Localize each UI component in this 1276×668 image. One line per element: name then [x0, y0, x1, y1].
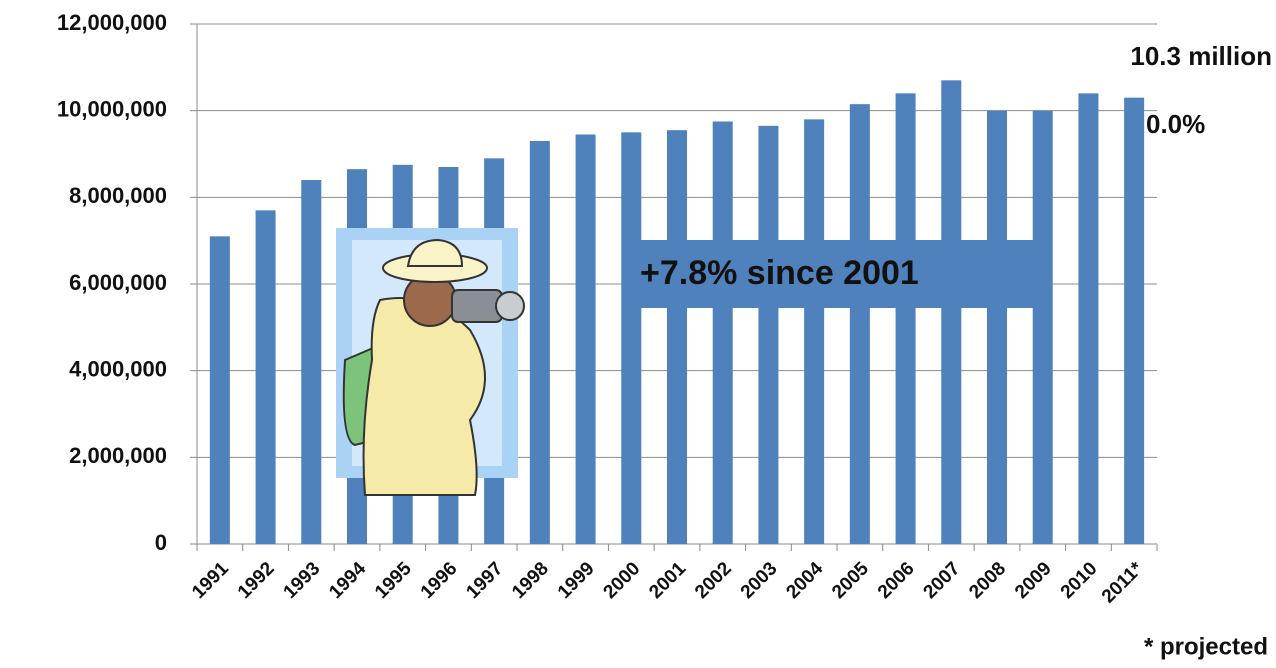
bar [255, 210, 276, 545]
annotation: +7.8% since 2001 [640, 254, 919, 292]
x-tick-label: 2007 [920, 558, 965, 603]
x-tick-label: 2008 [965, 558, 1010, 603]
y-tick-label: 2,000,000 [69, 443, 167, 468]
bar [621, 132, 642, 545]
bar [301, 180, 322, 544]
x-tick-label: 2005 [828, 558, 873, 603]
x-tick-label: 2009 [1011, 558, 1056, 603]
x-tick-label: 2003 [737, 558, 782, 603]
bar [895, 93, 916, 544]
bar [712, 121, 733, 544]
x-tick-label: 2006 [874, 558, 919, 603]
bar [941, 80, 962, 544]
x-tick-label: 2011* [1098, 558, 1148, 608]
x-tick-label: 1994 [325, 558, 370, 603]
y-tick-label: 6,000,000 [69, 270, 167, 295]
bar [987, 110, 1007, 545]
x-tick-label: 2004 [782, 558, 827, 603]
clipart-hat [406, 238, 464, 267]
clipart-coat [362, 297, 486, 496]
annotation-box [640, 240, 1048, 308]
tourist-clipart [336, 228, 525, 496]
bar [209, 236, 230, 545]
x-tick-label: 1995 [371, 558, 416, 603]
bar [849, 104, 870, 545]
x-tick-label: 2001 [645, 558, 690, 603]
x-tick-label: 2000 [600, 558, 645, 603]
x-tick-label: 1991 [188, 558, 233, 603]
bar [804, 119, 825, 544]
bar [1124, 97, 1145, 545]
clipart-camera [451, 289, 503, 323]
x-tick-label: 1996 [417, 558, 462, 603]
x-tick-label: 1999 [554, 558, 599, 603]
annotation: 0.0% [1146, 109, 1205, 139]
x-tick-label: 1997 [462, 558, 507, 603]
annotation: 10.3 million [1130, 41, 1272, 71]
y-tick-label: 0 [155, 530, 167, 555]
y-tick-label: 10,000,000 [57, 96, 167, 121]
y-tick-label: 4,000,000 [69, 356, 167, 381]
y-tick-label: 8,000,000 [69, 183, 167, 208]
x-tick-label: 1998 [508, 558, 553, 603]
x-tick-label: 1993 [280, 558, 325, 603]
bar [1078, 93, 1099, 544]
x-tick-label: 1992 [234, 558, 279, 603]
bar [667, 130, 687, 544]
clipart-lens [495, 291, 525, 321]
annotation: * projected [1144, 633, 1268, 660]
x-tick-label: 2010 [1057, 558, 1102, 603]
y-tick-label: 12,000,000 [57, 10, 167, 35]
bar [575, 134, 596, 544]
bar [758, 125, 779, 544]
x-tick-label: 2002 [691, 558, 736, 603]
bar [1032, 110, 1053, 545]
bar [529, 141, 550, 544]
